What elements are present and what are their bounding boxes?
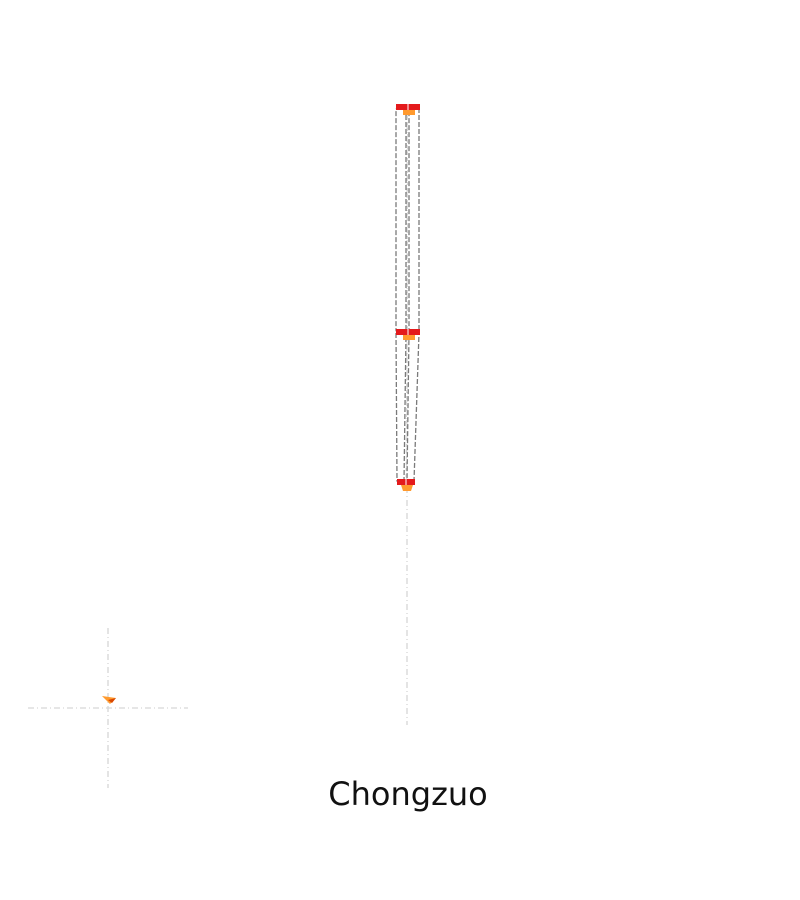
- route-segment-lower: [395, 332, 420, 482]
- locator-marker: [102, 696, 116, 704]
- orange-triangle-marker-icon: [401, 485, 413, 491]
- map-title: Chongzuo: [328, 775, 488, 813]
- node-marker-top: [396, 104, 420, 115]
- guide-lines: [28, 110, 408, 788]
- route-band-right: [406, 332, 420, 482]
- red-rectangle-marker-icon: [108, 698, 116, 703]
- orange-triangle-marker-icon: [403, 110, 415, 115]
- route-segment-upper: [395, 107, 420, 333]
- orange-triangle-marker-icon: [403, 335, 415, 340]
- node-marker-bottom: [397, 479, 415, 491]
- node-marker-middle: [396, 329, 420, 340]
- route-band-right: [408, 107, 420, 333]
- route-band-left: [395, 107, 407, 333]
- route-centerline: [405, 335, 408, 481]
- route-band-left: [395, 332, 407, 482]
